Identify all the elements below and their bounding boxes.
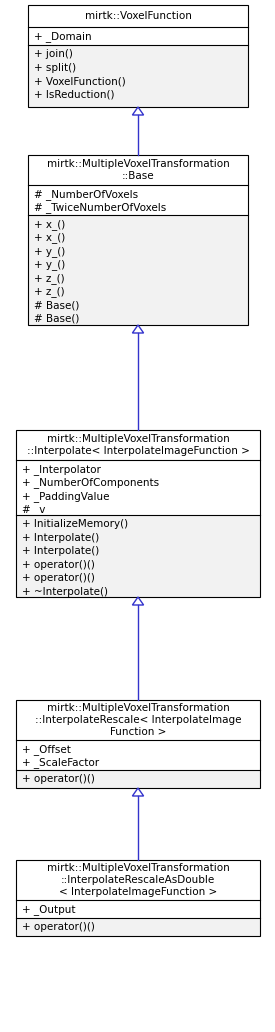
Text: + _Output: + _Output (22, 904, 76, 914)
Bar (16, 430, 260, 515)
Text: mirtk::VoxelFunction: mirtk::VoxelFunction (85, 11, 191, 21)
Bar (16, 860, 260, 918)
Text: + operator()(): + operator()() (22, 923, 95, 932)
Bar (16, 918, 260, 936)
Text: + y_(): + y_() (34, 259, 65, 270)
Text: + _Offset: + _Offset (22, 744, 71, 754)
Text: + _PaddingValue: + _PaddingValue (22, 491, 109, 502)
Text: # _NumberOfVoxels: # _NumberOfVoxels (34, 189, 138, 200)
Text: + y_(): + y_() (34, 246, 65, 257)
Text: + InitializeMemory(): + InitializeMemory() (22, 519, 128, 529)
Bar (16, 430, 260, 596)
Text: + IsReduction(): + IsReduction() (34, 90, 114, 100)
Bar (16, 700, 260, 788)
Text: mirtk::MultipleVoxelTransformation
::Base: mirtk::MultipleVoxelTransformation ::Bas… (47, 159, 229, 182)
Text: mirtk::MultipleVoxelTransformation
::Interpolate< InterpolateImageFunction >: mirtk::MultipleVoxelTransformation ::Int… (27, 433, 249, 456)
Bar (28, 5, 248, 107)
Text: + operator()(): + operator()() (22, 560, 95, 570)
Text: mirtk::MultipleVoxelTransformation
::InterpolateRescaleAsDouble
< InterpolateIma: mirtk::MultipleVoxelTransformation ::Int… (47, 863, 229, 898)
Text: + Interpolate(): + Interpolate() (22, 546, 99, 556)
Text: + z_(): + z_() (34, 272, 65, 284)
Text: mirtk::MultipleVoxelTransformation
::InterpolateRescale< InterpolateImage
Functi: mirtk::MultipleVoxelTransformation ::Int… (35, 703, 241, 738)
Text: + _NumberOfComponents: + _NumberOfComponents (22, 478, 159, 488)
Text: + x_(): + x_() (34, 232, 65, 244)
Text: # Base(): # Base() (34, 314, 79, 324)
Text: + z_(): + z_() (34, 287, 65, 297)
Bar (28, 155, 248, 325)
Text: # Base(): # Base() (34, 300, 79, 311)
Bar (16, 515, 260, 596)
Text: + split(): + split() (34, 63, 76, 73)
Text: + Interpolate(): + Interpolate() (22, 533, 99, 543)
Bar (16, 700, 260, 770)
Text: + _ScaleFactor: + _ScaleFactor (22, 757, 99, 769)
Bar (16, 860, 260, 936)
Text: + ~Interpolate(): + ~Interpolate() (22, 587, 108, 596)
Text: + _Interpolator: + _Interpolator (22, 464, 101, 475)
Text: # _v: # _v (22, 505, 45, 515)
Bar (28, 215, 248, 325)
Text: + x_(): + x_() (34, 219, 65, 230)
Text: + operator()(): + operator()() (22, 574, 95, 583)
Bar (28, 45, 248, 107)
Text: # _TwiceNumberOfVoxels: # _TwiceNumberOfVoxels (34, 202, 166, 214)
Text: + join(): + join() (34, 50, 73, 60)
Text: + operator()(): + operator()() (22, 774, 95, 784)
Bar (28, 5, 248, 45)
Text: + VoxelFunction(): + VoxelFunction() (34, 76, 126, 87)
Bar (16, 770, 260, 788)
Text: + _Domain: + _Domain (34, 31, 92, 42)
Bar (28, 155, 248, 215)
